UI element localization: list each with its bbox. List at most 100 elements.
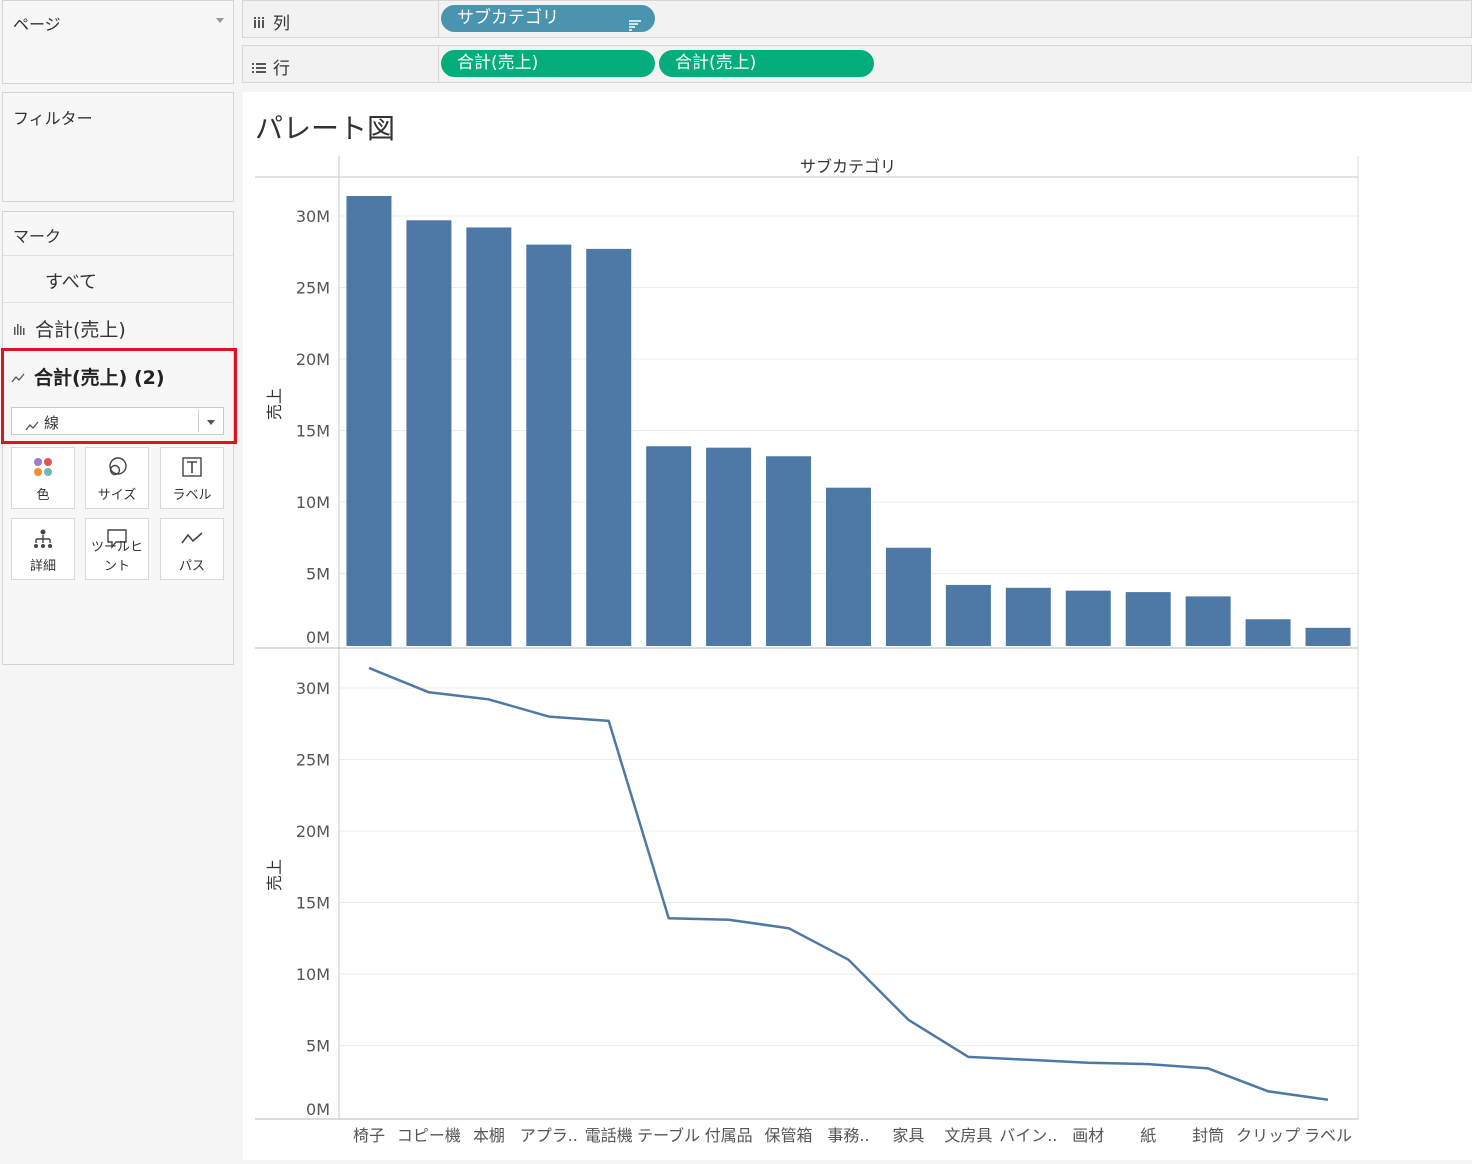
size-button-label: サイズ — [97, 488, 137, 503]
chevron-down-icon — [207, 420, 215, 425]
series-line — [368, 666, 1329, 1102]
x-tick-label: 保管箱 — [765, 1126, 813, 1145]
columns-shelf[interactable]: 列 サブカテゴリ — [242, 0, 1472, 38]
bar — [706, 447, 752, 646]
filters-panel[interactable]: フィルター — [2, 92, 234, 202]
size-button[interactable]: サイズ — [85, 447, 149, 509]
label-icon — [161, 456, 223, 480]
pages-panel: ページ — [2, 0, 234, 84]
view-area: パレート図 0M 5M 10M 15M 20M 25M 30M 0M 5M 10M 15M 20M 25… — [243, 92, 1472, 1160]
label-button-label: ラベル — [172, 488, 212, 503]
bar — [1245, 619, 1291, 646]
color-button[interactable]: 色 — [11, 447, 75, 509]
bar — [1305, 627, 1351, 646]
bar — [586, 248, 632, 646]
bar — [466, 227, 512, 646]
rows-shelf-label-cell: 行 — [243, 46, 439, 82]
x-tick-label: 電話機 — [585, 1126, 633, 1145]
bar — [766, 456, 812, 646]
x-tick-label: ラベル — [1304, 1126, 1352, 1145]
bar — [1125, 592, 1171, 646]
color-icon — [12, 456, 74, 480]
marks-card-all[interactable]: すべて — [3, 256, 233, 303]
detail-icon — [12, 527, 74, 551]
bar — [885, 547, 931, 646]
y-axis-title-top: 売上 — [265, 388, 284, 420]
color-button-label: 色 — [36, 488, 50, 503]
x-tick-label: 本棚 — [473, 1126, 505, 1145]
sort-icon — [629, 13, 641, 40]
size-icon — [86, 456, 148, 480]
tooltip-button-label: ツールヒント — [90, 540, 143, 574]
y-tick-label: 15M — [296, 894, 330, 913]
rows-icon — [252, 59, 266, 78]
label-button[interactable]: ラベル — [160, 447, 224, 509]
x-tick-label: 画材 — [1072, 1126, 1104, 1145]
pages-title: ページ — [13, 15, 61, 34]
bar — [1065, 590, 1111, 646]
x-tick-label: 椅子 — [353, 1126, 385, 1145]
chart-title: パレート図 — [255, 112, 395, 145]
y-tick-label: 5M — [306, 565, 330, 584]
x-tick-label: クリップ — [1236, 1126, 1300, 1145]
pareto-chart: パレート図 0M 5M 10M 15M 20M 25M 30M 0M 5M 10M 15M 20M 25… — [255, 112, 1359, 1145]
rows-shelf-label: 行 — [273, 59, 290, 79]
mark-type-line-icon — [25, 416, 39, 435]
x-tick-label: 付属品 — [705, 1126, 753, 1145]
mark-type-select[interactable]: 線 — [11, 407, 224, 435]
y-tick-label: 10M — [296, 965, 330, 984]
rows-shelf[interactable]: 行 合計(売上) 合計(売上) — [242, 45, 1472, 83]
detail-button[interactable]: 詳細 — [11, 518, 75, 580]
x-tick-label: 事務.. — [827, 1126, 869, 1145]
marks-card-line[interactable]: 合計(売上) (2) — [4, 352, 233, 398]
marks-card-line-label: 合計(売上) (2) — [34, 367, 165, 389]
bar — [346, 195, 392, 646]
detail-button-label: 詳細 — [29, 559, 56, 574]
x-tick-label: 封筒 — [1192, 1126, 1224, 1145]
x-tick-label: アプラ.. — [520, 1126, 578, 1145]
path-button[interactable]: パス — [160, 518, 224, 580]
x-tick-label: バイン.. — [999, 1126, 1057, 1145]
y-tick-label: 25M — [296, 751, 330, 770]
mark-type-value: 線 — [44, 414, 60, 432]
bar — [526, 244, 572, 646]
columns-shelf-label: 列 — [273, 14, 290, 34]
x-tick-label: 文房具 — [944, 1126, 992, 1145]
columns-icon — [253, 14, 265, 33]
columns-shelf-label-cell: 列 — [243, 1, 439, 37]
tooltip-button[interactable]: ツールヒント — [85, 518, 149, 580]
x-axis-header: サブカテゴリ — [800, 157, 896, 176]
pill-sales-2[interactable]: 合計(売上) — [659, 50, 874, 77]
y-tick-label: 25M — [296, 279, 330, 298]
pill-subcategory[interactable]: サブカテゴリ — [441, 5, 655, 32]
bar — [1005, 587, 1051, 646]
marks-card-bar[interactable]: 合計(売上) — [3, 303, 233, 351]
pill-subcategory-label: サブカテゴリ — [457, 8, 559, 28]
pill-sales-1[interactable]: 合計(売上) — [441, 50, 655, 77]
bar — [1185, 596, 1231, 646]
marks-card-bar-label: 合計(売上) — [35, 319, 126, 341]
y-tick-label: 30M — [296, 679, 330, 698]
bar — [406, 220, 452, 647]
pill-sales-2-label: 合計(売上) — [675, 53, 757, 73]
path-icon — [161, 527, 223, 551]
marks-all-label: すべて — [45, 272, 98, 293]
bar — [826, 487, 871, 646]
y-tick-label: 10M — [296, 493, 330, 512]
mark-type-divider — [198, 410, 199, 432]
y-tick-label: 30M — [296, 207, 330, 226]
y-tick-label: 0M — [306, 628, 330, 647]
tooltip-icon — [86, 527, 148, 551]
bar — [945, 584, 991, 646]
y-axis-title-bottom: 売上 — [265, 859, 284, 891]
pill-sales-1-label: 合計(売上) — [457, 53, 539, 73]
pages-menu-icon[interactable] — [216, 18, 224, 23]
y-tick-label: 0M — [306, 1100, 330, 1119]
x-tick-label: コピー機 — [397, 1126, 461, 1145]
x-tick-label: テーブル — [637, 1126, 700, 1145]
y-tick-label: 20M — [296, 350, 330, 369]
line-chart-icon — [11, 368, 25, 387]
marks-panel — [2, 211, 234, 665]
filters-title: フィルター — [13, 109, 93, 128]
y-tick-label: 20M — [296, 822, 330, 841]
